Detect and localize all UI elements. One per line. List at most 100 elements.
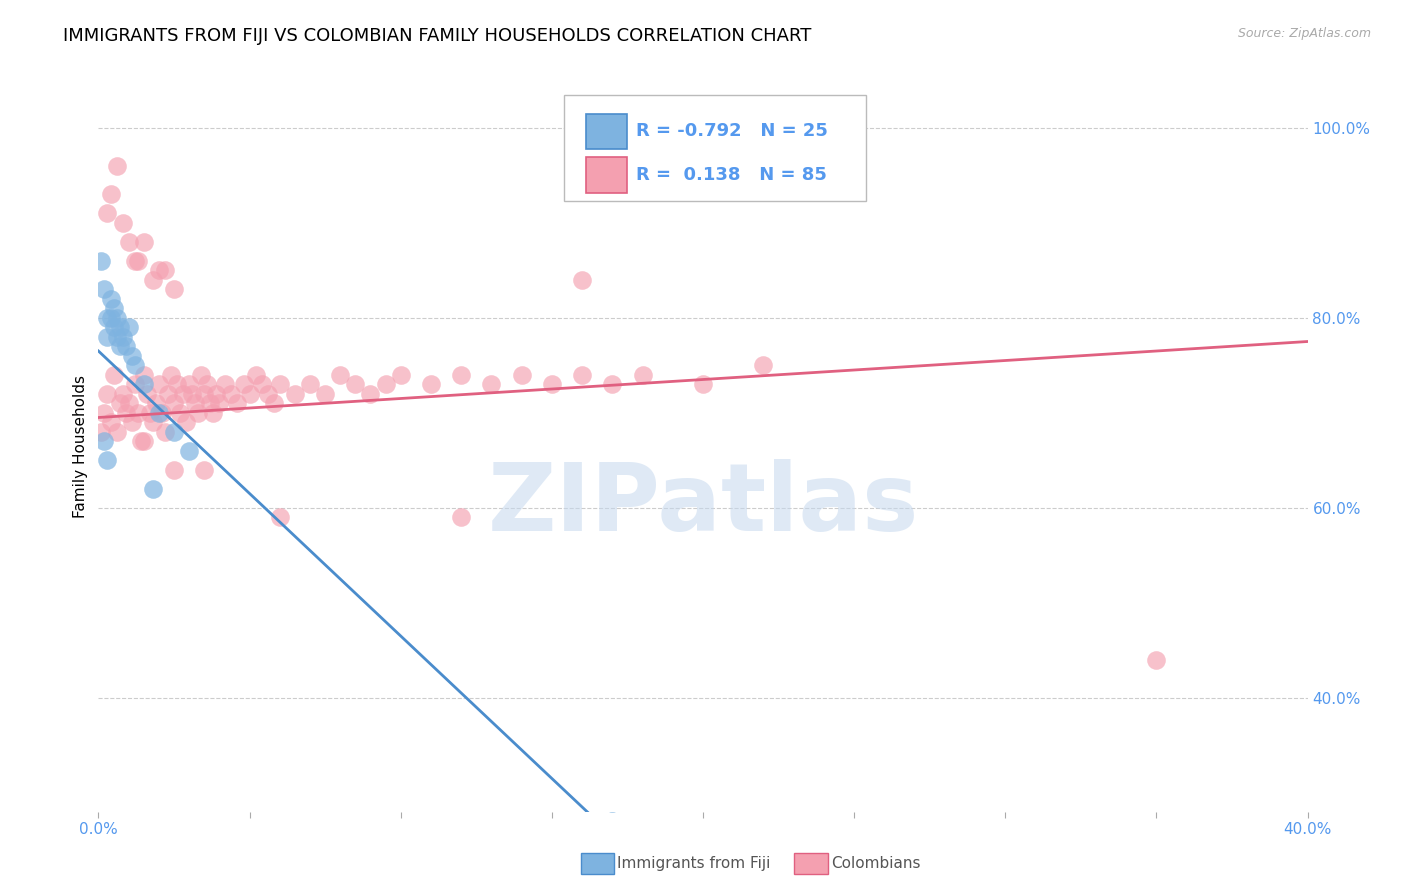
Point [195, 377, 218, 392]
Point [269, 377, 291, 392]
Point [124, 358, 146, 372]
Point [174, 415, 197, 429]
Point [114, 339, 136, 353]
Point [172, 386, 194, 401]
Point [256, 386, 278, 401]
Point [93, 434, 115, 449]
Point [132, 368, 155, 382]
Point [96, 386, 118, 401]
Point [314, 386, 336, 401]
Point [100, 310, 122, 325]
Point [221, 386, 243, 401]
Point [263, 396, 285, 410]
Point [93, 282, 115, 296]
Point [269, 510, 291, 524]
Point [108, 339, 131, 353]
Point [103, 301, 125, 316]
Point [540, 377, 562, 392]
Point [232, 377, 254, 392]
Point [208, 396, 231, 410]
Point [284, 386, 307, 401]
FancyBboxPatch shape [586, 113, 627, 149]
Text: R =  0.138   N = 85: R = 0.138 N = 85 [637, 167, 827, 185]
FancyBboxPatch shape [564, 95, 866, 201]
Point [245, 368, 267, 382]
Point [153, 263, 176, 277]
Point [602, 814, 624, 829]
Point [239, 386, 262, 401]
Point [96, 310, 118, 325]
Point [692, 377, 714, 392]
Point [226, 396, 249, 410]
Point [250, 377, 273, 392]
Point [160, 368, 183, 382]
Point [96, 453, 118, 467]
Point [100, 415, 122, 429]
Point [142, 273, 165, 287]
Point [190, 368, 212, 382]
Point [420, 377, 443, 392]
Point [96, 330, 118, 344]
Point [184, 396, 207, 410]
Point [105, 159, 128, 173]
Point [148, 406, 170, 420]
Point [329, 368, 352, 382]
Point [105, 310, 128, 325]
Point [187, 406, 209, 420]
Point [96, 206, 118, 220]
Point [111, 386, 134, 401]
Point [214, 377, 236, 392]
Point [181, 386, 204, 401]
Point [163, 396, 186, 410]
Point [179, 443, 201, 458]
Point [142, 415, 165, 429]
Point [132, 235, 155, 249]
Point [105, 330, 128, 344]
Text: R = -0.792   N = 25: R = -0.792 N = 25 [637, 122, 828, 140]
Point [571, 368, 593, 382]
Point [389, 368, 412, 382]
Point [118, 235, 141, 249]
Point [163, 425, 186, 439]
Point [93, 406, 115, 420]
Point [631, 368, 654, 382]
Point [105, 425, 128, 439]
Point [127, 253, 149, 268]
Point [602, 377, 624, 392]
Point [193, 463, 215, 477]
Point [114, 406, 136, 420]
Point [374, 377, 396, 392]
Text: Source: ZipAtlas.com: Source: ZipAtlas.com [1237, 27, 1371, 40]
Text: ZIPatlas: ZIPatlas [488, 458, 918, 550]
Point [90, 253, 112, 268]
Point [193, 386, 215, 401]
Text: IMMIGRANTS FROM FIJI VS COLOMBIAN FAMILY HOUSEHOLDS CORRELATION CHART: IMMIGRANTS FROM FIJI VS COLOMBIAN FAMILY… [63, 27, 811, 45]
Point [179, 377, 201, 392]
Point [142, 482, 165, 496]
Point [169, 406, 191, 420]
Point [100, 292, 122, 306]
Point [148, 263, 170, 277]
FancyBboxPatch shape [586, 158, 627, 194]
Point [121, 415, 143, 429]
Point [118, 396, 141, 410]
Point [135, 386, 157, 401]
Point [90, 425, 112, 439]
Point [205, 386, 228, 401]
Point [163, 282, 186, 296]
Text: Colombians: Colombians [831, 856, 921, 871]
Point [360, 386, 382, 401]
Point [132, 434, 155, 449]
Point [1144, 653, 1167, 667]
Point [153, 425, 176, 439]
Point [166, 377, 188, 392]
Y-axis label: Family Households: Family Households [73, 375, 89, 517]
Point [150, 406, 173, 420]
Point [103, 320, 125, 334]
Point [108, 396, 131, 410]
Point [299, 377, 322, 392]
Point [103, 368, 125, 382]
Point [124, 253, 146, 268]
Point [111, 330, 134, 344]
Point [571, 273, 593, 287]
